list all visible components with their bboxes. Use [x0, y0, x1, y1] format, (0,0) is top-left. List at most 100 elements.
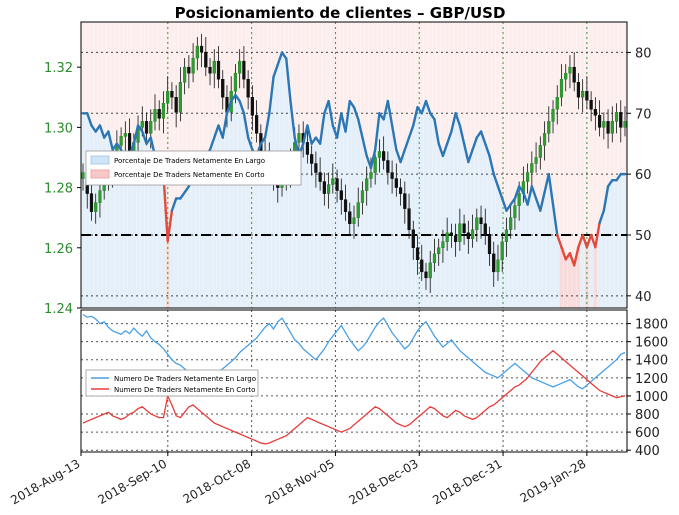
shade-long [313, 137, 319, 308]
candle-down [589, 100, 593, 110]
candle-down [339, 190, 343, 200]
shade-short [351, 22, 357, 108]
pct-long-segment [361, 136, 368, 158]
pct-long-segment [471, 136, 478, 151]
pct-long-segment [369, 148, 377, 170]
right-tick-label: 60 [635, 168, 652, 183]
pct-long-segment [238, 99, 246, 115]
pct-long-segment [424, 99, 432, 115]
shade-short [97, 22, 103, 126]
candle-up [437, 247, 441, 255]
candle-up [352, 217, 356, 224]
pct-long-segment [242, 112, 250, 139]
candle-up [123, 133, 127, 137]
shade-short [555, 22, 560, 235]
shade-short [186, 22, 192, 187]
x-tick-label: 2019-Jan-28 [518, 456, 589, 505]
shade-short [89, 22, 94, 126]
pct-long-segment [526, 185, 534, 206]
pct-short-segment [166, 209, 174, 243]
shade-short [406, 22, 412, 138]
shade-short [267, 22, 272, 114]
shade-short [292, 22, 298, 138]
pct-long-segment [280, 51, 288, 60]
candle-up [149, 121, 153, 134]
shade-long [360, 137, 365, 308]
shade-short [81, 22, 86, 114]
left-tick-label: 1.28 [44, 182, 73, 197]
pct-long-segment [86, 112, 93, 127]
pct-long-segment [107, 130, 114, 151]
candle-up [504, 229, 509, 242]
legend-label-long-count: Numero De Traders Netamente En Largo [114, 375, 256, 383]
shade-short [114, 22, 120, 144]
pct-long-segment [412, 105, 419, 127]
shade-short [605, 22, 611, 187]
shade-long [538, 210, 543, 308]
pct-long-segment [505, 203, 512, 212]
candle-up [212, 60, 216, 74]
shade-long [140, 131, 145, 308]
top-right-axis: 40 50 60 70 80 [627, 46, 652, 305]
shade-short-deep [563, 259, 569, 308]
shade-long [258, 143, 264, 308]
candle-up [365, 178, 369, 191]
bottom-legend-box [85, 369, 259, 397]
candle-down [462, 223, 466, 233]
shade-long [597, 222, 602, 308]
shade-short [398, 22, 403, 162]
pct-long-segment [403, 136, 411, 151]
shade-short [500, 22, 505, 199]
pct-long-segment [509, 197, 517, 206]
candle-down [246, 78, 250, 98]
x-tick-label: 2018-Sep-10 [96, 456, 170, 507]
pct-long-segment [450, 112, 457, 133]
shade-long [152, 155, 158, 308]
shade-short [148, 22, 154, 138]
pct-long-segment [547, 172, 555, 206]
pct-long-segment [179, 191, 186, 200]
shade-short [538, 22, 543, 211]
shade-long [411, 125, 416, 308]
shade-long [334, 137, 340, 308]
shade-long [216, 125, 221, 308]
shade-short [423, 22, 429, 102]
candle-up [81, 172, 85, 179]
candle-up [428, 262, 432, 279]
shade-long [512, 198, 518, 308]
shade-long [254, 155, 260, 308]
pct-long-segment [399, 148, 407, 164]
shade-long [263, 137, 268, 308]
pct-long-segment [539, 191, 546, 212]
shade-long [364, 155, 370, 308]
candle-down [454, 235, 458, 242]
candle-up [191, 57, 195, 74]
bottom-legend: Numero De Traders Netamente En Largo Num… [85, 369, 259, 397]
shade-long [186, 186, 192, 308]
shade-short [347, 22, 353, 102]
pct-long-segment [602, 185, 610, 212]
shade-short [110, 22, 116, 150]
candle-down [415, 247, 420, 261]
shade-long [233, 95, 238, 309]
candle-down [394, 178, 398, 188]
shade-long [182, 192, 188, 308]
bottom-tick-label: 800 [635, 408, 660, 423]
candle-up [517, 193, 521, 206]
pct-long-segment [420, 99, 428, 115]
pct-long-segment [484, 142, 491, 158]
pct-long-segment [441, 142, 449, 158]
shade-long [119, 149, 124, 308]
candle-down [221, 78, 225, 98]
candle-up [526, 172, 530, 182]
candle-down [403, 193, 407, 209]
top-legend: Porcentaje De Traders Netamente En Largo… [85, 150, 302, 186]
shade-short-deep [567, 253, 573, 308]
shade-long [322, 113, 327, 308]
shade-long [385, 101, 391, 308]
shade-short-deep [165, 241, 171, 308]
shade-long [199, 174, 205, 308]
shade-long [237, 101, 243, 308]
shade-short [453, 22, 458, 114]
shade-long [212, 137, 217, 308]
